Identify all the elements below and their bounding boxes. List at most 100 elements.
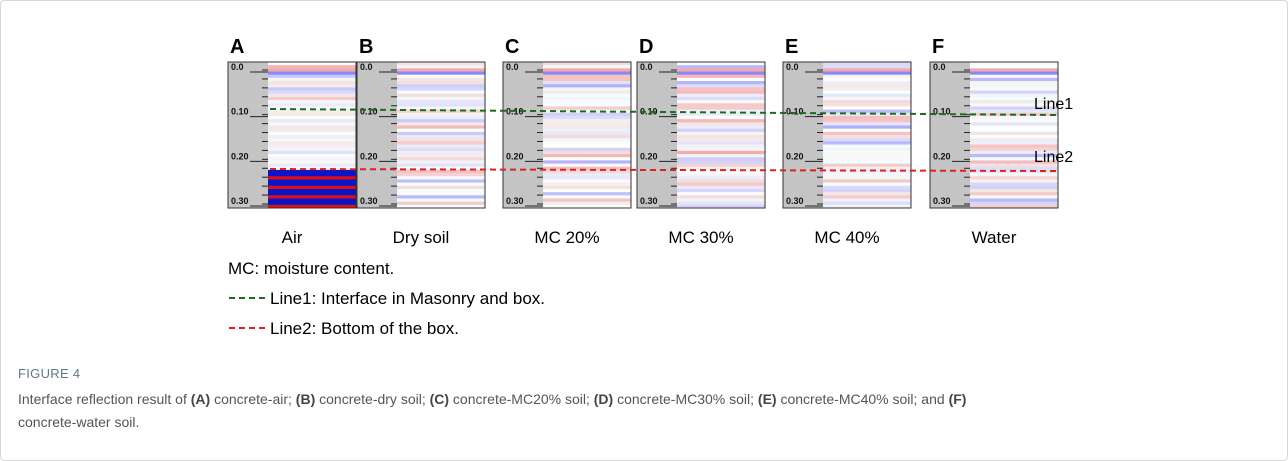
radar-stripe — [543, 81, 631, 85]
radar-stripe — [823, 62, 911, 66]
radar-stripe — [268, 176, 356, 180]
radar-stripe — [970, 138, 1058, 142]
radar-stripe — [970, 202, 1058, 206]
panel-label: Air — [282, 228, 303, 247]
radar-stripe — [543, 189, 631, 193]
radar-stripe — [543, 103, 631, 107]
panel-letter: A — [230, 36, 244, 58]
radar-stripe — [397, 132, 485, 136]
radar-stripe — [823, 75, 911, 79]
radar-stripe — [268, 202, 356, 206]
depth-label: 0.30 — [786, 196, 804, 206]
radar-stripe — [397, 164, 485, 168]
radar-stripe — [543, 106, 631, 110]
radar-stripe — [823, 68, 911, 72]
radar-stripe — [823, 78, 911, 82]
radar-stripe — [677, 129, 765, 133]
radar-stripe — [970, 116, 1058, 120]
radar-stripe — [677, 87, 765, 91]
radar-stripe — [970, 189, 1058, 193]
radar-stripe — [677, 157, 765, 161]
radar-stripe — [823, 164, 911, 168]
radar-stripe — [397, 135, 485, 139]
radar-stripe — [543, 141, 631, 145]
caption-panel-ref: (B) — [296, 391, 315, 407]
radar-stripe — [970, 132, 1058, 136]
radar-stripe — [677, 173, 765, 177]
radar-stripe — [543, 167, 631, 171]
radar-stripe — [397, 72, 485, 76]
depth-label: 0.0 — [933, 62, 946, 72]
radar-stripe — [677, 183, 765, 187]
radar-stripe — [677, 116, 765, 120]
radar-stripe — [823, 157, 911, 161]
radar-stripe — [397, 62, 485, 66]
radar-stripe — [397, 202, 485, 206]
radar-stripe — [268, 81, 356, 85]
radar-stripe — [397, 94, 485, 98]
radar-stripe — [677, 81, 765, 85]
radar-stripe — [397, 100, 485, 104]
radar-stripe — [397, 68, 485, 72]
depth-label: 0.10 — [231, 107, 249, 117]
radar-stripe — [397, 75, 485, 79]
radar-stripe — [823, 91, 911, 95]
radar-stripe — [970, 87, 1058, 91]
radar-stripe — [677, 195, 765, 199]
radar-stripe — [397, 160, 485, 164]
radar-stripe — [823, 87, 911, 91]
depth-label: 0.0 — [506, 62, 519, 72]
radar-stripe — [823, 122, 911, 126]
radar-stripe — [543, 119, 631, 123]
radar-stripe — [268, 97, 356, 101]
radar-stripe — [268, 160, 356, 164]
caption-panel-ref: (D) — [594, 391, 613, 407]
radar-stripe — [543, 91, 631, 95]
radar-stripe — [677, 179, 765, 183]
radar-stripe — [677, 65, 765, 69]
radar-stripe — [268, 84, 356, 88]
radar-stripe — [397, 183, 485, 187]
radar-stripe — [823, 132, 911, 136]
caption-panel-ref: (F) — [949, 391, 967, 407]
radar-stripe — [268, 68, 356, 72]
depth-label: 0.0 — [231, 62, 244, 72]
radar-stripe — [268, 192, 356, 196]
radar-stripe — [823, 81, 911, 85]
radar-stripe — [970, 141, 1058, 145]
radar-stripe — [268, 151, 356, 155]
radar-stripe — [543, 97, 631, 101]
radar-stripe — [268, 122, 356, 126]
radar-stripe — [823, 129, 911, 133]
radar-stripe — [397, 145, 485, 149]
depth-label: 0.20 — [231, 151, 249, 161]
radar-stripe — [677, 141, 765, 145]
radar-stripe — [823, 202, 911, 206]
caption-text: concrete-MC40% soil; and — [777, 391, 949, 407]
panel-label: Dry soil — [393, 228, 450, 247]
radar-stripe — [677, 94, 765, 98]
radar-stripe — [397, 195, 485, 199]
radar-stripe — [543, 179, 631, 183]
radar-stripe — [268, 91, 356, 95]
radar-stripe — [970, 129, 1058, 133]
panel-letter: B — [359, 36, 373, 58]
legend-text: Line2: Bottom of the box. — [270, 319, 459, 338]
radar-stripe — [268, 135, 356, 139]
radar-stripe — [543, 116, 631, 120]
radar-stripe — [970, 183, 1058, 187]
radar-stripe — [268, 157, 356, 161]
radar-stripe — [268, 173, 356, 177]
radar-stripe — [823, 179, 911, 183]
radar-stripe — [543, 110, 631, 114]
radar-stripe — [397, 119, 485, 123]
radar-stripe — [397, 129, 485, 133]
radar-stripe — [543, 68, 631, 72]
panel-label: MC 20% — [534, 228, 599, 247]
radar-stripe — [970, 173, 1058, 177]
radar-stripe — [397, 198, 485, 202]
radar-stripe — [397, 87, 485, 91]
radar-stripe — [970, 78, 1058, 82]
radar-stripe — [543, 87, 631, 91]
radar-stripe — [823, 84, 911, 88]
